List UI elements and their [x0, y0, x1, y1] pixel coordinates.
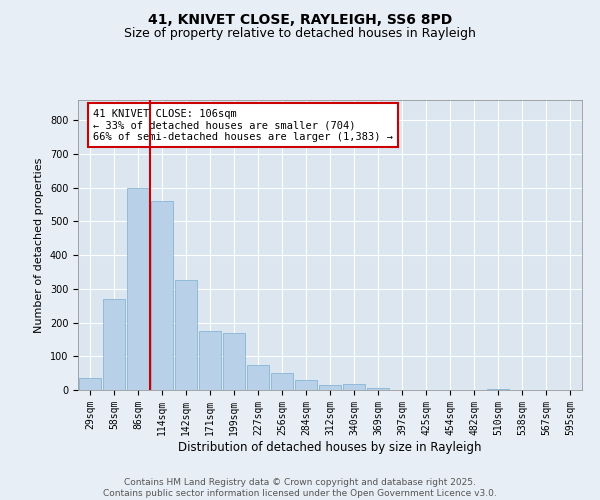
Bar [319, 385, 341, 390]
Bar [295, 380, 317, 390]
Text: 41, KNIVET CLOSE, RAYLEIGH, SS6 8PD: 41, KNIVET CLOSE, RAYLEIGH, SS6 8PD [148, 12, 452, 26]
Bar [367, 388, 389, 390]
Text: Contains HM Land Registry data © Crown copyright and database right 2025.
Contai: Contains HM Land Registry data © Crown c… [103, 478, 497, 498]
X-axis label: Distribution of detached houses by size in Rayleigh: Distribution of detached houses by size … [178, 440, 482, 454]
Bar [343, 384, 365, 390]
Bar [151, 201, 173, 390]
Bar [127, 188, 149, 390]
Bar [223, 332, 245, 390]
Bar [247, 364, 269, 390]
Bar [175, 280, 197, 390]
Y-axis label: Number of detached properties: Number of detached properties [34, 158, 44, 332]
Bar [199, 331, 221, 390]
Bar [79, 378, 101, 390]
Bar [487, 388, 509, 390]
Bar [103, 299, 125, 390]
Text: Size of property relative to detached houses in Rayleigh: Size of property relative to detached ho… [124, 28, 476, 40]
Text: 41 KNIVET CLOSE: 106sqm
← 33% of detached houses are smaller (704)
66% of semi-d: 41 KNIVET CLOSE: 106sqm ← 33% of detache… [93, 108, 393, 142]
Bar [271, 373, 293, 390]
